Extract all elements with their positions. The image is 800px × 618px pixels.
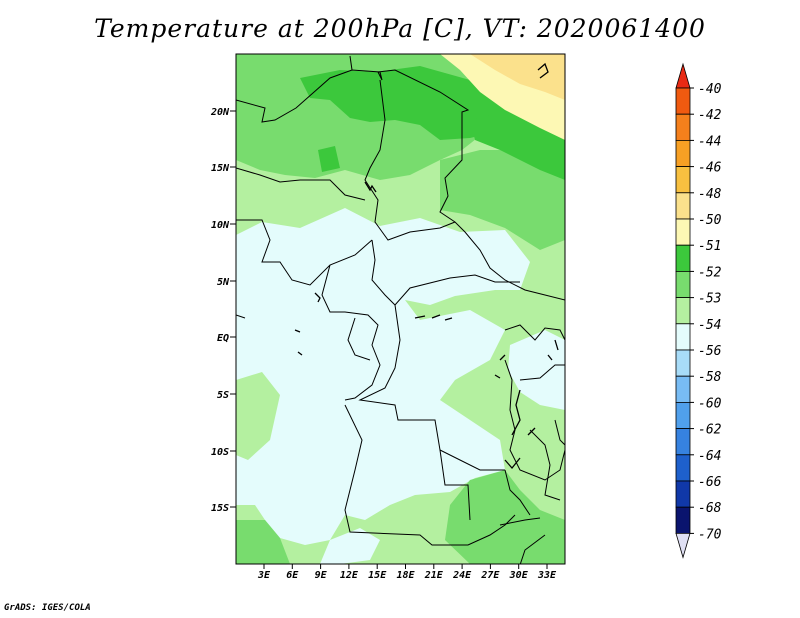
field-midgreen-sw bbox=[236, 520, 290, 564]
colorbar-swatch bbox=[675, 480, 691, 508]
lon-label: 3E bbox=[257, 570, 271, 581]
colorbar-label: -60 bbox=[698, 396, 722, 411]
lat-label: 15S bbox=[211, 503, 229, 514]
colorbar-label: -48 bbox=[698, 187, 722, 202]
lon-label: 12E bbox=[340, 570, 359, 581]
colorbar-label: -68 bbox=[698, 501, 722, 516]
lat-label: EQ bbox=[217, 333, 229, 344]
colorbar-swatch bbox=[675, 139, 691, 167]
lon-label: 6E bbox=[286, 570, 299, 581]
field-cyan bbox=[236, 208, 530, 545]
country-borders bbox=[236, 55, 565, 564]
colorbar-top-arrow bbox=[675, 62, 691, 89]
colorbar-label: -54 bbox=[698, 318, 721, 333]
colorbar-label: -40 bbox=[698, 82, 722, 97]
lon-label: 15E bbox=[368, 570, 387, 581]
colorbar-swatch bbox=[675, 375, 691, 403]
credit-label: GrADS: IGES/COLA bbox=[4, 603, 91, 613]
colorbar-label: -58 bbox=[698, 370, 722, 385]
colorbar-swatch bbox=[675, 428, 691, 456]
field-cyan-south bbox=[320, 528, 380, 564]
colorbar-label: -70 bbox=[698, 527, 722, 542]
colorbar-swatch bbox=[675, 506, 691, 534]
lon-label: 33E bbox=[537, 570, 557, 581]
longitude-axis: 3E 6E 9E 12E 15E 18E 21E 24E 27E 30E 33E bbox=[257, 564, 557, 581]
colorbar-label: -53 bbox=[698, 292, 721, 307]
field-darkgreen-north bbox=[300, 66, 520, 140]
colorbar-label: -66 bbox=[698, 475, 722, 490]
lon-label: 9E bbox=[315, 570, 328, 581]
temperature-field bbox=[236, 54, 565, 564]
field-cyan-east bbox=[508, 330, 565, 410]
colorbar-swatch bbox=[675, 166, 691, 194]
lon-label: 27E bbox=[480, 570, 500, 581]
field-yellow-ne bbox=[470, 54, 565, 100]
colorbar-swatch bbox=[675, 218, 691, 246]
colorbar-label: -50 bbox=[698, 213, 722, 228]
lon-label: 30E bbox=[509, 570, 529, 581]
lat-label: 10N bbox=[211, 220, 230, 231]
lon-label: 24E bbox=[452, 570, 472, 581]
colorbar-label: -51 bbox=[698, 239, 721, 254]
colorbar-swatch bbox=[675, 454, 691, 482]
colorbar-label: -46 bbox=[698, 161, 722, 176]
field-midgreen-east bbox=[440, 145, 565, 250]
colorbar-label: -62 bbox=[698, 423, 722, 438]
colorbar-swatch bbox=[675, 244, 691, 272]
colorbar-swatch bbox=[675, 270, 691, 298]
field-midgreen-south bbox=[445, 470, 565, 564]
colorbar-label: -42 bbox=[698, 108, 722, 123]
colorbar-label: -44 bbox=[698, 134, 721, 149]
colorbar-swatch bbox=[675, 349, 691, 377]
field-darkgreen-spot bbox=[318, 146, 340, 172]
colorbar-swatch bbox=[675, 401, 691, 429]
colorbar-swatch bbox=[675, 192, 691, 220]
colorbar-bottom-arrow bbox=[675, 533, 691, 559]
colorbar-label: -56 bbox=[698, 344, 722, 359]
lat-label: 20N bbox=[210, 107, 230, 118]
lon-label: 21E bbox=[424, 570, 444, 581]
colorbar-label: -64 bbox=[698, 449, 721, 464]
colorbar-swatch bbox=[675, 87, 691, 115]
field-lightgreen-west bbox=[236, 372, 280, 460]
colorbar: -40 -42 -44 -46 -48 -50 -51 -52 -53 -54 -56 -58 -60 -… bbox=[675, 62, 722, 559]
colorbar-label: -52 bbox=[698, 265, 722, 280]
lat-label: 15N bbox=[211, 163, 230, 174]
colorbar-swatch bbox=[675, 297, 691, 325]
map-title: Temperature at 200hPa [C], VT: 202006140… bbox=[94, 14, 706, 43]
lat-label: 5S bbox=[217, 390, 229, 401]
lon-label: 18E bbox=[396, 570, 415, 581]
colorbar-swatch bbox=[675, 113, 691, 141]
lakes bbox=[294, 62, 559, 470]
map-frame bbox=[235, 53, 566, 565]
colorbar-swatch bbox=[675, 323, 691, 351]
latitude-axis: 20N 15N 10N 5N EQ 5S 10S 15S bbox=[210, 107, 236, 514]
lat-label: 5N bbox=[217, 277, 230, 288]
lat-label: 10S bbox=[211, 447, 229, 458]
